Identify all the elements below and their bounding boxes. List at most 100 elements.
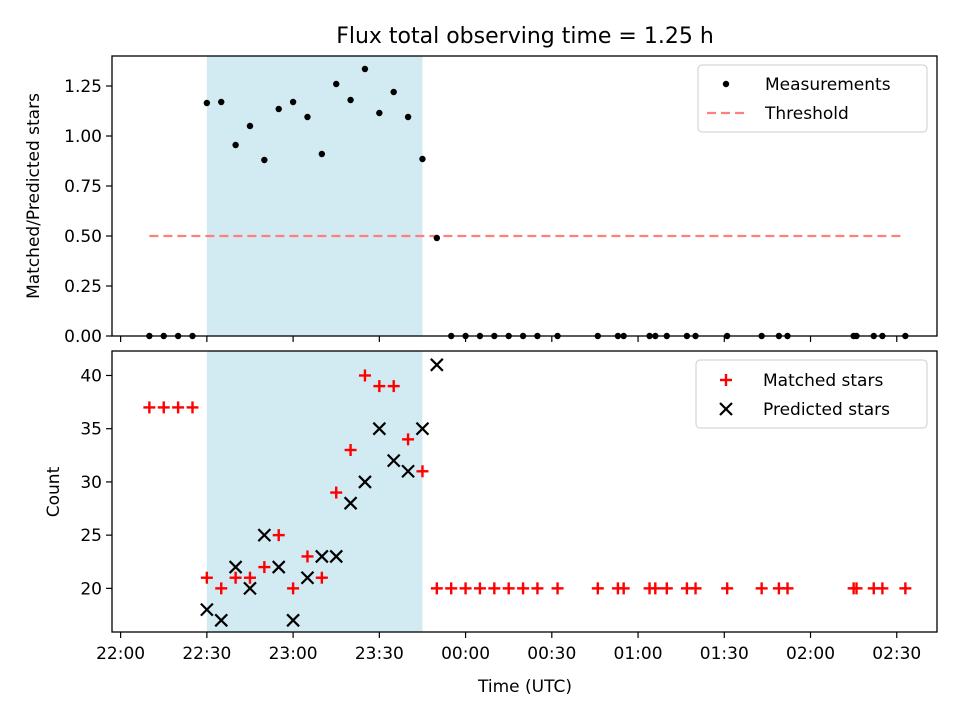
top-y-tick-label: 0.25	[64, 277, 102, 297]
matched-star-point	[243, 571, 256, 584]
matched-star-point	[689, 582, 702, 595]
matched-star-point	[143, 401, 156, 414]
matched-star-point	[876, 582, 889, 595]
bottom-y-tick-label: 20	[80, 579, 102, 599]
predicted-star-point-b	[401, 464, 415, 479]
top-y-tick-label: 0.50	[64, 227, 102, 247]
bottom-y-tick-label: 40	[80, 366, 102, 386]
predicted-star-point	[430, 358, 444, 372]
predicted-star-point-b	[271, 560, 286, 574]
matched-star-point	[781, 582, 794, 595]
matched-star-point	[502, 582, 515, 595]
matched-star-point	[416, 465, 429, 478]
matched-star-point	[591, 582, 604, 595]
measurement-point	[304, 113, 311, 121]
matched-star-point	[287, 582, 300, 595]
matched-star-point	[402, 433, 415, 446]
matched-star-point	[551, 582, 564, 595]
predicted-star-point-b	[329, 549, 343, 564]
matched-star-point	[531, 582, 544, 595]
bottom-legend-box	[695, 359, 928, 429]
bottom-y-axis-label: Count	[44, 466, 64, 517]
bottom-legend: Matched stars Predicted stars	[695, 359, 928, 429]
legend-threshold-label: Threshold	[764, 104, 849, 124]
bottom-highlight-span	[206, 351, 423, 632]
x-tick-label: 00:30	[527, 644, 576, 664]
bottom-panel: 20 25 30 35 40 22:00 22:30 23:00 23:30 00:00 00:30…	[80, 350, 938, 664]
predicted-star-point-b	[200, 602, 214, 617]
predicted-star-point-b	[214, 613, 229, 628]
matched-star-point	[272, 529, 285, 542]
matched-star-point	[517, 582, 530, 595]
predicted-star-point-b	[286, 613, 300, 628]
matched-star-point	[445, 582, 458, 595]
matched-star-point	[315, 571, 328, 584]
predicted-star-point-b	[228, 560, 243, 574]
x-tick-label: 23:30	[355, 644, 404, 664]
bottom-y-tick-label: 35	[80, 420, 102, 440]
top-legend-box	[697, 64, 928, 133]
predicted-star-point-b	[343, 496, 358, 510]
measurement-point	[275, 105, 282, 113]
measurement-point	[232, 141, 239, 149]
measurement-point	[246, 122, 254, 130]
predicted-star-point	[372, 421, 387, 436]
predicted-star-point	[243, 581, 257, 596]
top-legend: Measurements Threshold	[697, 64, 928, 133]
measurement-point	[347, 96, 354, 104]
legend-measurements-label: Measurements	[765, 75, 891, 95]
predicted-star-point-b	[372, 421, 387, 436]
predicted-star-point	[200, 602, 214, 617]
legend-matched-marker	[720, 374, 732, 386]
matched-star-point	[215, 582, 228, 595]
top-y-tick-label: 0.00	[64, 327, 102, 347]
predicted-star-point-b	[386, 453, 401, 468]
predicted-star-point-b	[300, 570, 315, 585]
predicted-star-point-b	[358, 475, 372, 489]
predicted-star-point-b	[430, 358, 444, 372]
matched-star-point	[850, 582, 863, 595]
matched-star-point	[373, 380, 386, 393]
predicted-star-point	[257, 528, 272, 542]
legend-matched-label: Matched stars	[763, 371, 883, 391]
predicted-star-point	[415, 421, 430, 436]
top-y-tick-label: 1.00	[64, 127, 102, 147]
predicted-star-point	[343, 496, 358, 510]
measurement-point	[361, 65, 369, 73]
predicted-star-point-b	[257, 528, 272, 542]
matched-star-point	[229, 571, 242, 584]
bottom-y-tick-label: 30	[80, 473, 102, 493]
top-y-tick-label: 1.25	[64, 77, 102, 97]
chart-title: Flux total observing time = 1.25 h	[336, 24, 714, 49]
predicted-star-point	[271, 560, 286, 574]
matched-star-point	[899, 582, 912, 595]
matched-star-point	[344, 443, 357, 456]
matched-star-point	[358, 369, 371, 382]
measurement-point	[203, 99, 211, 107]
x-tick-label: 22:30	[182, 644, 231, 664]
measurement-point	[376, 109, 383, 117]
x-tick-label: 02:00	[786, 644, 835, 664]
matched-star-point	[200, 571, 213, 584]
matched-star-point	[721, 582, 734, 595]
matched-star-point	[172, 401, 185, 414]
matched-star-point	[430, 582, 443, 595]
predicted-star-point	[358, 475, 372, 489]
legend-measurements-marker	[722, 80, 730, 88]
predicted-star-point	[300, 570, 315, 585]
predicted-star-point	[386, 453, 401, 468]
predicted-star-point	[401, 464, 415, 479]
predicted-star-point	[214, 613, 229, 628]
measurement-point	[318, 150, 326, 158]
matched-star-point	[186, 401, 199, 414]
measurement-point	[390, 88, 397, 96]
predicted-star-point-b	[415, 421, 430, 436]
measurement-point	[289, 98, 297, 106]
measurement-point	[218, 98, 225, 106]
predicted-star-point-b	[243, 581, 257, 596]
measurement-point	[419, 155, 426, 163]
matched-star-point	[330, 486, 343, 499]
x-tick-label: 22:00	[96, 644, 145, 664]
top-axes-frame	[111, 55, 938, 337]
